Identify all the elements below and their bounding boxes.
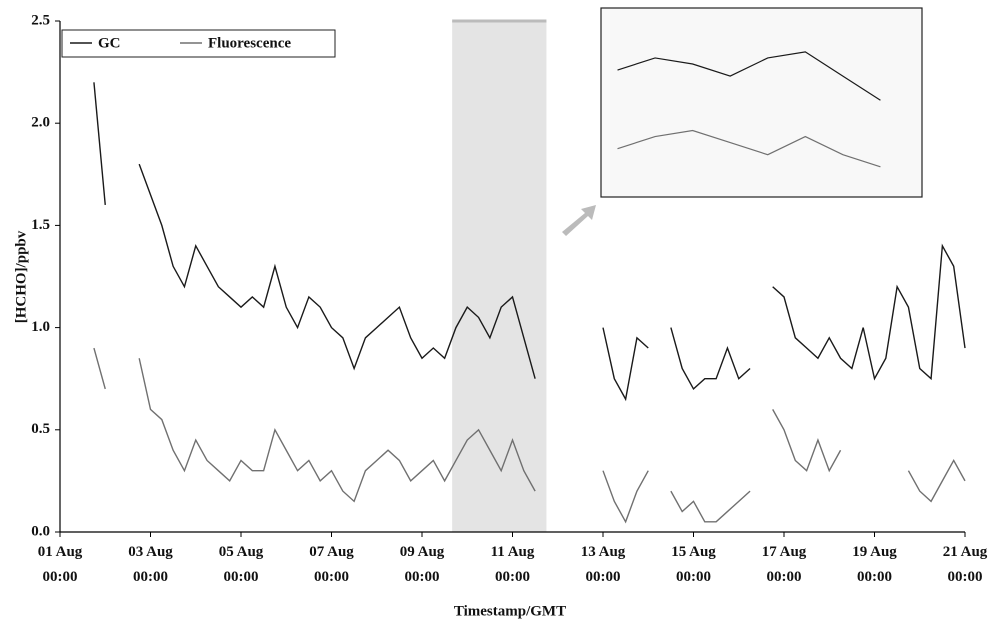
y-tick-label: 0.0 — [31, 523, 50, 539]
x-tick-label: 13 Aug 00:00 — [581, 544, 626, 585]
series-line — [602, 327, 649, 402]
x-tick-label: 01 Aug 00:00 — [38, 544, 83, 585]
series-line — [907, 459, 966, 503]
highlight-band — [452, 21, 547, 532]
x-tick-label: 03 Aug 00:00 — [128, 544, 173, 585]
x-tick-label: 19 Aug 00:00 — [852, 544, 897, 585]
x-axis-label: Timestamp/GMT — [454, 603, 566, 619]
series-line — [602, 470, 649, 524]
y-tick-label: 0.5 — [31, 421, 50, 437]
x-tick-label: 07 Aug 00:00 — [309, 544, 354, 585]
series-line — [670, 327, 751, 391]
series-line — [93, 82, 106, 206]
inset-frame — [600, 7, 923, 198]
legend-label: Fluorescence — [208, 35, 291, 51]
x-tick-label: 09 Aug 00:00 — [400, 544, 445, 585]
series-line — [138, 163, 536, 379]
x-tick-label: 17 Aug 00:00 — [762, 544, 807, 585]
zoom-arrow — [562, 205, 596, 236]
series-line — [617, 51, 881, 101]
y-tick-label: 1.0 — [31, 319, 50, 335]
legend-label: GC — [98, 35, 121, 51]
y-tick-label: 2.0 — [31, 115, 50, 131]
y-tick-label: 2.5 — [31, 12, 50, 28]
series-line — [138, 358, 536, 503]
x-tick-label: 05 Aug 00:00 — [219, 544, 264, 585]
series-line — [670, 490, 751, 523]
x-tick-label: 21 Aug 00:00 — [943, 544, 988, 585]
x-tick-label: 11 Aug 00:00 — [491, 544, 535, 585]
series-line — [772, 243, 966, 381]
y-axis-label: [HCHO]/ppbv — [13, 230, 29, 323]
x-tick-label: 15 Aug 00:00 — [671, 544, 716, 585]
series-line — [617, 129, 881, 168]
series-line — [772, 409, 842, 473]
series-line — [93, 347, 106, 390]
y-tick-label: 1.5 — [31, 217, 50, 233]
